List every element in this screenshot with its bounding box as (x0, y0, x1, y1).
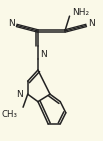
Text: N: N (9, 19, 15, 28)
Text: NH₂: NH₂ (72, 8, 89, 17)
Text: N: N (88, 19, 95, 28)
Text: N: N (16, 90, 23, 99)
Text: N: N (40, 50, 47, 59)
Text: CH₃: CH₃ (2, 110, 18, 119)
